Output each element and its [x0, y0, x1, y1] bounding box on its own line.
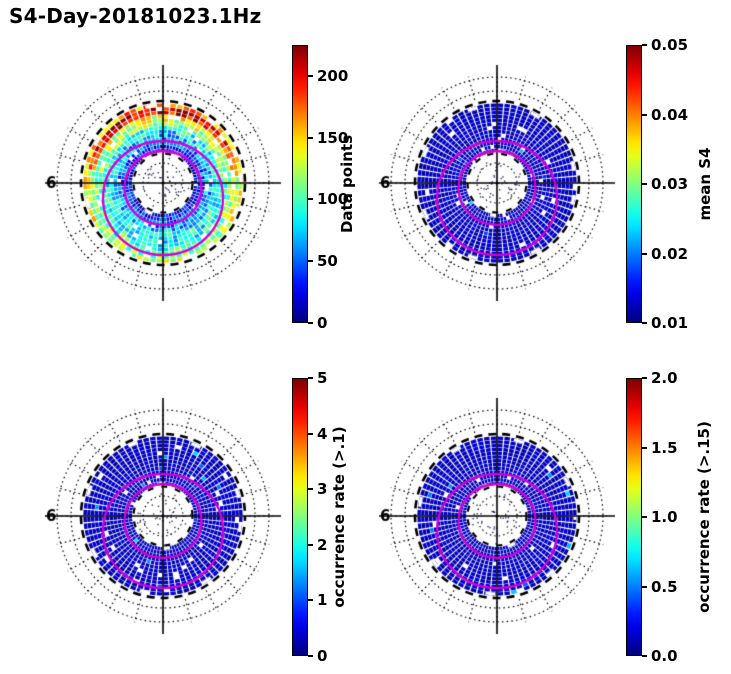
colorbar-axis-label-occurrence-rate-gt-0.1: occurrence rate (>.1)	[330, 426, 348, 608]
colorbar-tick-label: 3	[317, 480, 328, 499]
colorbar-tick-label: 50	[317, 252, 338, 271]
colorbar-tick-label: 4	[317, 424, 328, 443]
colorbar-axis-label-occurrence-rate-gt-0.15: occurrence rate (>.15)	[695, 421, 713, 613]
colorbar-tick	[642, 446, 647, 449]
colorbar-tick-label: 0.5	[651, 577, 678, 596]
colorbar-tick	[308, 322, 313, 324]
colorbar-tick	[308, 377, 313, 379]
colorbar-tick-label: 0.04	[651, 105, 689, 124]
figure-title: S4-Day-20181023.1Hz	[9, 4, 262, 28]
colorbar-axis-label-mean-s4: mean S4	[696, 147, 714, 221]
colorbar-occurrence-rate-gt-0.15	[626, 378, 642, 656]
colorbar-tick	[308, 260, 313, 263]
colorbar-tick	[308, 599, 313, 602]
colorbar-axis-label-data-points: Data points	[338, 134, 356, 234]
colorbar-tick-label: 0.05	[651, 36, 689, 54]
colorbar-tick	[308, 655, 313, 657]
colorbar-tick	[308, 488, 313, 491]
colorbar-tick	[642, 183, 647, 185]
colorbar-tick-label: 2.0	[651, 369, 678, 387]
colorbar-data-points	[292, 45, 308, 323]
panel-occurrence-rate-gt-0.15: occurrence rate (>.15) 0.0 0.5 1.0 1.5 2.0	[372, 369, 731, 674]
colorbar-mean-s4	[626, 45, 642, 323]
colorbar-tick-label: 1.5	[651, 438, 678, 457]
colorbar-tick	[308, 74, 313, 77]
colorbar-tick-label: 0	[317, 314, 328, 332]
colorbar-tick	[642, 322, 647, 324]
polar-plot-occurrence-rate-gt-0.1	[38, 391, 288, 641]
colorbar-tick	[642, 377, 647, 379]
colorbar-tick-label: 0.03	[651, 175, 689, 193]
panel-mean-s4: mean S4 0.01 0.02 0.03 0.04 0.05	[372, 36, 731, 368]
polar-plot-data-points	[38, 58, 288, 308]
panel-occurrence-rate-gt-0.1: occurrence rate (>.1) 0 1 2 3 4 5	[38, 369, 398, 674]
colorbar-tick-label: 0.02	[651, 244, 689, 263]
colorbar-tick-label: 150	[317, 128, 349, 147]
colorbar-tick	[308, 198, 313, 201]
colorbar-occurrence-rate-gt-0.1	[292, 378, 308, 656]
colorbar-tick	[642, 516, 647, 518]
colorbar-tick-label: 0.01	[651, 314, 689, 332]
colorbar-tick	[642, 655, 647, 657]
colorbar-tick	[642, 113, 647, 116]
colorbar-tick	[308, 543, 313, 546]
colorbar-tick-label: 0.0	[651, 647, 678, 665]
polar-plot-occurrence-rate-gt-0.15	[372, 391, 622, 641]
colorbar-tick	[642, 252, 647, 255]
colorbar-tick-label: 1.0	[651, 508, 678, 526]
colorbar-tick-label: 200	[317, 66, 349, 85]
colorbar-tick-label: 0	[317, 647, 328, 665]
colorbar-tick	[308, 136, 313, 139]
panel-data-points: Data points 0 50 100 150 200	[38, 45, 398, 368]
colorbar-tick-label: 1	[317, 591, 328, 610]
colorbar-tick-label: 2	[317, 535, 328, 554]
colorbar-tick	[642, 44, 647, 46]
colorbar-tick	[642, 585, 647, 588]
colorbar-tick-label: 100	[317, 190, 349, 209]
colorbar-tick-label: 5	[317, 369, 328, 387]
colorbar-tick	[308, 432, 313, 435]
polar-plot-mean-s4	[372, 58, 622, 308]
